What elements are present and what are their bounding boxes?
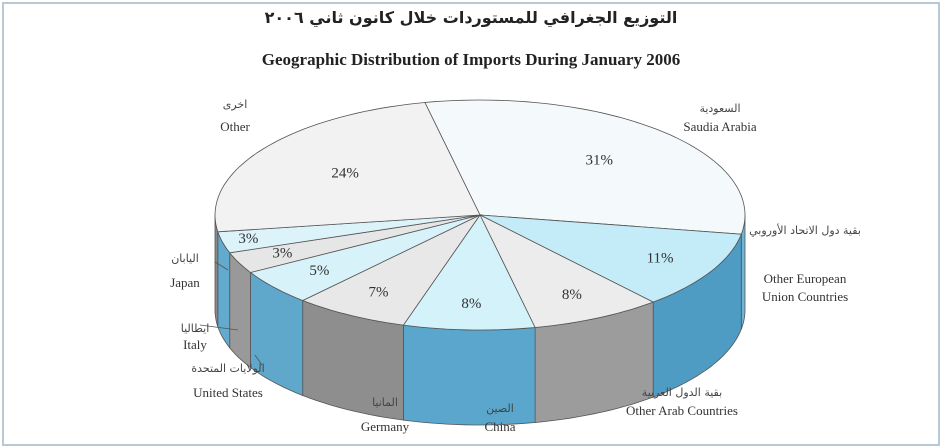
value-label: 3% <box>272 246 292 262</box>
slice <box>424 99 746 330</box>
slice <box>249 214 481 397</box>
chart-subtitle: Geographic Distribution of Imports Durin… <box>261 50 681 69</box>
category-label: Germany <box>360 419 410 434</box>
value-label: 8% <box>461 296 481 312</box>
slice-top <box>214 102 481 233</box>
slice-top <box>479 214 742 303</box>
value-label: 24% <box>331 166 359 182</box>
category-label-ar: المانيا <box>372 396 398 409</box>
slice <box>402 214 536 426</box>
value-label: 5% <box>309 263 329 279</box>
category-label: China <box>484 419 516 434</box>
category-label-ar: بقية الدول العربية <box>641 386 723 399</box>
leader-line <box>214 261 229 271</box>
slice-top <box>424 99 746 235</box>
slice <box>214 102 481 327</box>
category-label: Other European Union Countries <box>761 271 849 304</box>
slice <box>479 214 742 398</box>
category-label-ar: السعودية <box>699 102 741 115</box>
chart-title: التوزيع الجغرافي للمستوردات خلال كانون ث… <box>264 8 678 27</box>
category-label-ar: اليابان <box>171 252 199 265</box>
slice-top <box>217 214 481 254</box>
value-label: 31% <box>585 152 613 168</box>
slice-top <box>249 214 481 301</box>
value-label: 3% <box>238 231 258 247</box>
category-label: Saudia Arabia <box>683 119 757 134</box>
category-label-ar: اخرى <box>222 98 248 111</box>
slice-top <box>301 213 482 326</box>
category-label: Other Arab Countries <box>626 403 738 418</box>
slice-top <box>228 214 481 273</box>
slice-top <box>479 214 655 328</box>
slice <box>301 213 482 421</box>
leader-line <box>199 324 239 331</box>
slice-top <box>402 214 536 331</box>
category-label: Italy <box>183 337 207 352</box>
category-label: Japan <box>170 275 200 290</box>
slice <box>217 214 481 349</box>
slice <box>479 214 655 423</box>
value-label: 11% <box>647 250 674 266</box>
leader-line <box>254 354 263 366</box>
category-label-ar: الصين <box>486 402 514 415</box>
category-label-ar: ايطاليا <box>180 322 210 335</box>
category-label: United States <box>193 385 263 400</box>
value-label: 8% <box>562 287 582 303</box>
category-label-ar: بقية دول الاتحاد الأوروبي <box>749 224 861 237</box>
category-label: Other <box>220 119 250 134</box>
category-label-ar: الولايات المتحدة <box>191 362 265 375</box>
value-label: 7% <box>369 285 389 301</box>
